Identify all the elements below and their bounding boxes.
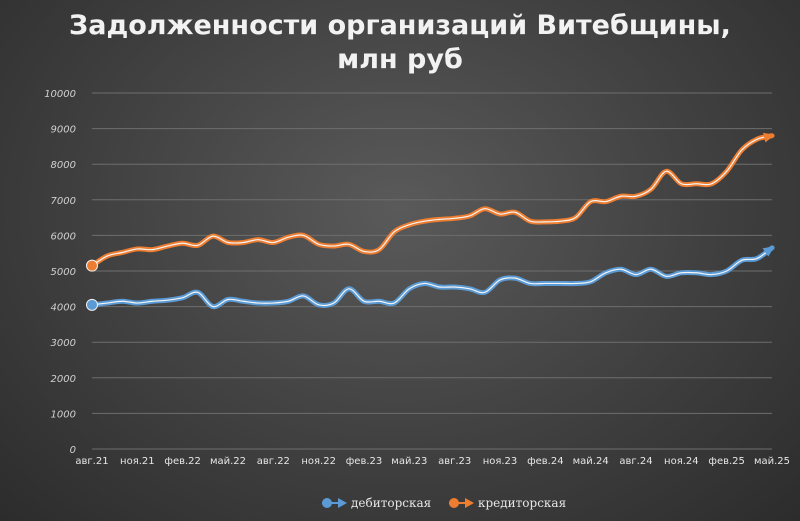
legend-item-debtor: дебиторская xyxy=(322,496,431,510)
x-tick-label: фев.22 xyxy=(164,456,201,467)
y-tick-label: 6000 xyxy=(51,231,76,242)
x-tick-label: авг.22 xyxy=(257,456,290,467)
x-tick-label: ноя.21 xyxy=(120,456,155,467)
legend-arrow-creditor xyxy=(465,498,474,508)
y-tick-label: 3000 xyxy=(51,338,76,349)
x-tick-label: авг.24 xyxy=(619,456,652,467)
x-tick-label: май.24 xyxy=(573,456,609,467)
series-creditor xyxy=(86,132,775,272)
chart-gridlines xyxy=(92,92,772,450)
y-tick-label: 2000 xyxy=(51,374,76,385)
legend-dot-debtor xyxy=(322,498,332,508)
series-end-arrow xyxy=(762,246,775,257)
legend-arrow-debtor xyxy=(338,498,347,508)
series-line-outer xyxy=(89,245,775,310)
x-tick-label: ноя.24 xyxy=(664,456,699,467)
series-line-inner xyxy=(91,247,773,308)
legend-label-debtor: дебиторская xyxy=(351,496,431,510)
x-axis-tick-labels: авг.21 ноя.21 фев.22 май.22 авг.22 ноя.22 фев.… xyxy=(75,456,790,467)
y-tick-label: 7000 xyxy=(51,196,76,207)
y-tick-label: 9000 xyxy=(51,125,76,136)
x-tick-label: фев.25 xyxy=(708,456,745,467)
series-line-inner xyxy=(91,135,773,267)
x-tick-label: ноя.22 xyxy=(301,456,336,467)
x-tick-label: май.25 xyxy=(754,456,790,467)
x-tick-label: фев.24 xyxy=(527,456,564,467)
series-end-arrow xyxy=(763,132,775,143)
y-tick-label: 8000 xyxy=(51,160,76,171)
chart-title-line-2: млн руб xyxy=(337,44,463,75)
series-start-marker xyxy=(86,259,98,272)
legend: дебиторская кредиторская xyxy=(322,496,566,510)
x-tick-label: май.23 xyxy=(391,456,427,467)
x-tick-label: авг.21 xyxy=(75,456,108,467)
legend-dot-creditor xyxy=(449,498,459,508)
y-tick-label: 0 xyxy=(70,445,76,456)
x-tick-label: авг.23 xyxy=(438,456,471,467)
x-tick-label: фев.23 xyxy=(346,456,383,467)
series-start-marker xyxy=(86,298,98,311)
series-debtor xyxy=(86,245,775,311)
chart-title-line-1: Задолженности организаций Витебщины, xyxy=(69,10,731,41)
y-tick-label: 5000 xyxy=(51,267,76,278)
y-tick-label: 1000 xyxy=(51,409,76,420)
y-tick-label: 10000 xyxy=(44,89,76,100)
chart-series xyxy=(86,132,775,311)
legend-label-creditor: кредиторская xyxy=(478,496,566,510)
legend-item-creditor: кредиторская xyxy=(449,496,566,510)
y-axis-tick-labels: 0 1000 2000 3000 4000 5000 6000 7000 8000 9000 100… xyxy=(44,89,76,456)
x-tick-label: ноя.23 xyxy=(483,456,518,467)
series-line-outer xyxy=(89,133,775,269)
x-tick-label: май.22 xyxy=(210,456,246,467)
y-tick-label: 4000 xyxy=(51,303,76,314)
